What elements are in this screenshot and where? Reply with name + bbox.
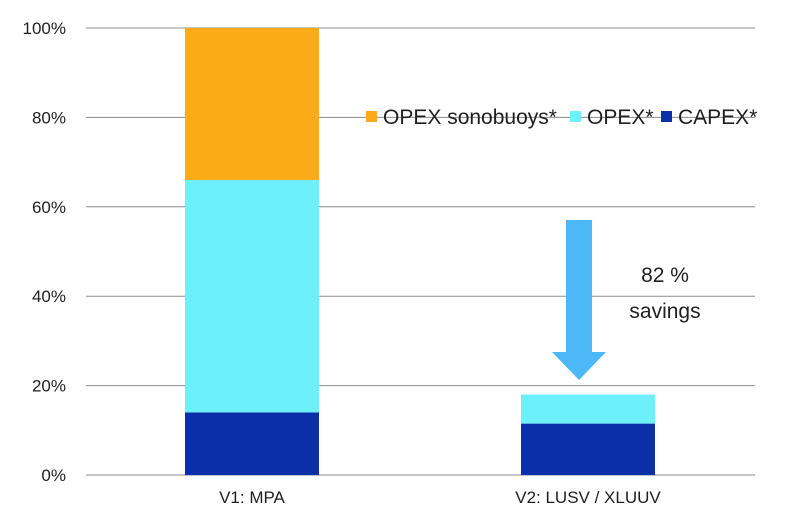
bar-segment-opex-sonobuoys	[185, 28, 319, 180]
savings-annotation: 82 % savings	[552, 220, 701, 380]
legend-label: OPEX*	[587, 106, 654, 129]
y-tick-label: 60%	[32, 198, 66, 217]
legend-label: OPEX sonobuoys*	[383, 106, 557, 129]
y-tick-label: 100%	[23, 19, 66, 38]
legend: OPEX sonobuoys* OPEX* CAPEX*	[366, 106, 757, 129]
x-category-label: V2: LUSV / XLUUV	[515, 488, 661, 507]
bar-segment-capex	[185, 412, 319, 475]
y-tick-label: 80%	[32, 108, 66, 127]
bar-segment-opex	[185, 179, 319, 413]
bar-segment-capex	[521, 423, 655, 475]
legend-swatch	[366, 111, 377, 122]
y-axis-ticks: 0% 20% 40% 60% 80% 100%	[23, 19, 66, 485]
y-tick-label: 20%	[32, 377, 66, 396]
legend-swatch	[570, 111, 581, 122]
bars	[185, 28, 655, 475]
legend-label: CAPEX*	[678, 106, 757, 129]
x-axis-categories: V1: MPA V2: LUSV / XLUUV	[219, 488, 661, 507]
savings-text-label: savings	[629, 300, 700, 323]
savings-percent-label: 82 %	[641, 264, 689, 287]
bar-segment-opex	[521, 394, 655, 424]
y-tick-label: 0%	[41, 466, 66, 485]
legend-swatch	[661, 111, 672, 122]
y-tick-label: 40%	[32, 287, 66, 306]
x-category-label: V1: MPA	[219, 488, 285, 507]
down-arrow-icon	[552, 220, 606, 380]
